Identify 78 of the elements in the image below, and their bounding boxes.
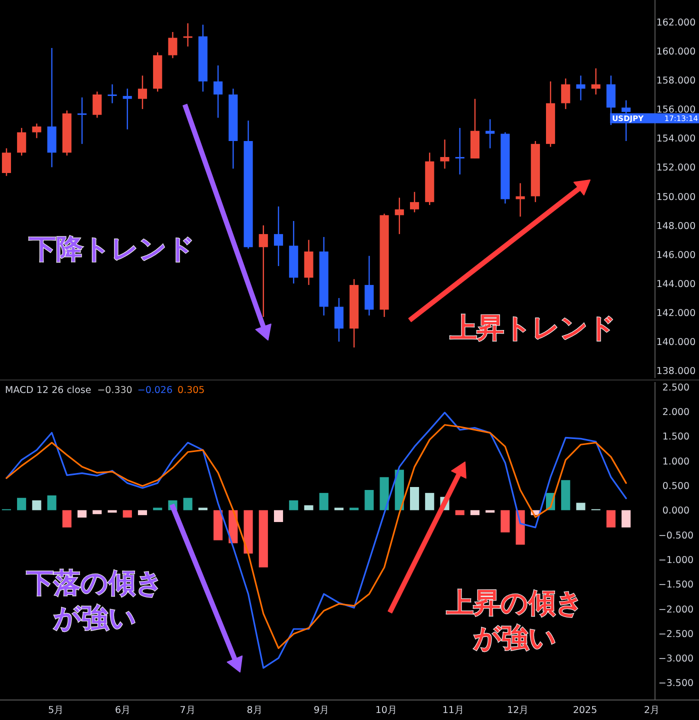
y-tick-label: 138.000: [656, 366, 696, 378]
y-tick-label: 148.000: [656, 220, 696, 232]
x-tick-label: 12月: [507, 705, 530, 716]
bar: [138, 510, 148, 516]
y-tick-label: 0.000: [662, 506, 690, 517]
bar: [364, 490, 374, 510]
y-tick-label: 140.000: [656, 337, 696, 348]
bar: [274, 510, 284, 522]
bar: [214, 510, 223, 540]
y-tick-label: −2.000: [658, 604, 694, 616]
bar: [561, 480, 570, 510]
y-tick-label: 156.000: [656, 104, 696, 116]
y-tick-label: 2.500: [662, 382, 690, 394]
bar: [92, 510, 102, 514]
bar: [350, 508, 359, 510]
chart-title: MACD 12 26 close: [5, 385, 92, 396]
bar: [244, 510, 253, 554]
bar: [319, 492, 328, 510]
y-tick-label: 1.500: [662, 432, 690, 443]
x-tick-label: 11月: [442, 705, 464, 716]
x-tick-label: 6月: [115, 705, 132, 716]
y-tick-label: 162.000: [656, 17, 696, 28]
y-tick-label: −3.000: [658, 654, 694, 665]
y-tick-label: −1.500: [658, 580, 694, 591]
x-tick-label: 10月: [375, 705, 398, 716]
bar: [622, 510, 631, 528]
bar: [122, 510, 132, 518]
bar: [258, 510, 268, 568]
bar: [32, 500, 42, 510]
annotation: 下落の傾きが強い: [26, 568, 164, 634]
y-tick-label: 0.500: [662, 481, 690, 492]
annotation: 下降トレンド: [28, 234, 195, 265]
bar: [47, 495, 56, 510]
y-tick-label: −2.500: [658, 628, 694, 640]
x-tick-label: 9月: [314, 705, 330, 716]
bar: [410, 487, 420, 510]
y-tick-label: 142.000: [656, 308, 696, 320]
bar: [289, 500, 298, 510]
annotation: 0.305: [178, 385, 205, 396]
annotation: −0.026: [137, 385, 173, 396]
x-tick-label: 2025: [572, 705, 598, 716]
bar: [380, 477, 389, 510]
y-tick-label: 154.000: [656, 134, 696, 145]
bar: [425, 492, 434, 510]
x-tick-label: 2月: [644, 705, 660, 716]
x-tick-label: 5月: [48, 705, 64, 716]
bar: [516, 510, 525, 545]
bar: [17, 498, 26, 510]
bar: [576, 502, 586, 510]
bar: [455, 510, 464, 516]
annotation: 上昇トレンド: [449, 313, 616, 344]
y-tick-label: −3.500: [658, 678, 694, 690]
y-tick-label: 144.000: [656, 279, 696, 290]
annotation: 上昇の傾きが強い: [446, 588, 584, 654]
y-tick-label: 2.000: [662, 407, 690, 418]
bar: [334, 508, 344, 510]
annotation: −0.330: [97, 385, 132, 396]
y-tick-label: −0.500: [658, 530, 694, 542]
y-tick-label: 160.000: [656, 46, 696, 58]
y-tick-label: 158.000: [656, 75, 696, 86]
y-tick-label: 146.000: [656, 250, 696, 261]
y-tick-label: 150.000: [656, 192, 696, 203]
bar: [183, 498, 192, 510]
y-tick-label: 1.000: [662, 456, 690, 468]
y-tick-label: 152.000: [656, 162, 696, 174]
bar: [78, 510, 87, 518]
bar: [108, 510, 117, 513]
y-tick-label: −1.000: [658, 554, 694, 566]
x-tick-label: 8月: [246, 705, 263, 716]
bar: [470, 510, 480, 516]
bar: [606, 510, 616, 528]
bar: [500, 510, 510, 532]
bar: [304, 505, 314, 510]
bar: [198, 508, 208, 510]
bar: [153, 508, 162, 510]
x-tick-label: 7月: [180, 705, 196, 716]
bar: [62, 510, 72, 528]
bar: [486, 510, 495, 513]
